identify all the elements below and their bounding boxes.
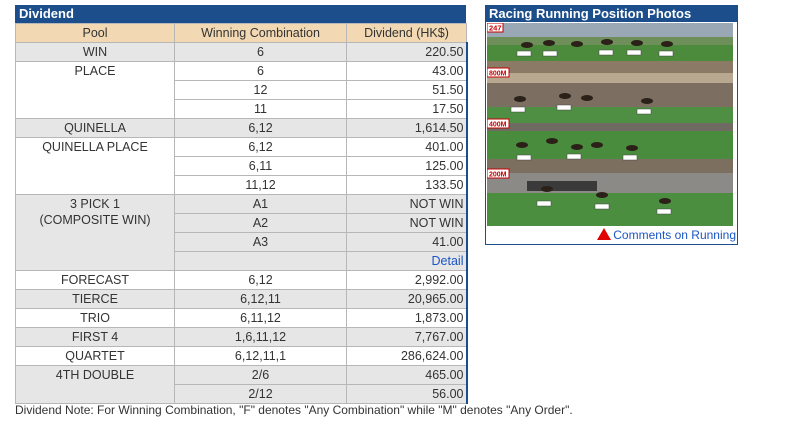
dividend-amount: 2,992.00 [346,270,468,290]
combination: 6,12 [174,137,347,157]
dividend-amount: 41.00 [346,232,468,252]
table-row: QUINELLA 6,12 1,614.50 [15,118,468,138]
marker-200m: 200M [489,172,507,179]
table-row: 6,11 125.00 [16,156,468,176]
combination: A3 [174,232,347,252]
combination: 11,12 [174,175,347,195]
combination: 12 [174,80,347,100]
combination: 1,6,11,12 [174,327,347,347]
table-row: A2 NOT WIN [16,213,468,233]
table-row: 11 17.50 [16,99,468,119]
combination: 11 [174,99,347,119]
pool-quartet: QUARTET [15,346,175,366]
table-row: 3 PICK 1 (COMPOSITE WIN) A1 NOT WIN [15,194,468,271]
table-row: WIN 6 220.50 [15,42,468,62]
dividend-amount: NOT WIN [346,213,468,233]
table-row: FORECAST 6,12 2,992.00 [15,270,468,290]
comments-label: Comments on Running [613,228,736,242]
table-row: FIRST 4 1,6,11,12 7,767.00 [15,327,468,347]
dividend-amount: 286,624.00 [346,346,468,366]
running-position-photo[interactable]: 247 800M 400M 200M [487,23,733,226]
combination: 6,12,11,1 [174,346,347,366]
table-row: A3 41.00 [16,232,468,252]
dividend-amount: 125.00 [346,156,468,176]
table-row: 12 51.50 [16,80,468,100]
table-header-row: Pool Winning Combination Dividend (HK$) [15,23,467,43]
dividend-note: Dividend Note: For Winning Combination, … [15,403,573,417]
dividend-amount: 51.50 [346,80,468,100]
dividend-amount: 43.00 [346,61,468,81]
dividend-table: Pool Winning Combination Dividend (HK$) … [15,23,468,404]
pool-3pick1: 3 PICK 1 (COMPOSITE WIN) [15,194,175,271]
triangle-up-icon [597,228,612,240]
table-row: QUINELLA PLACE 6,12 401.00 [15,137,468,195]
detail-link[interactable]: Detail [431,254,464,268]
table-row: PLACE 6 43.00 [15,61,468,119]
header-pool: Pool [15,23,175,43]
header-combination: Winning Combination [174,23,347,43]
pool-quinella-place: QUINELLA PLACE [15,137,175,195]
pool-tierce: TIERCE [15,289,175,309]
comments-on-running-link[interactable]: Comments on Running [597,228,736,242]
combination: 6,12,11 [174,289,347,309]
dividend-amount: 220.50 [346,42,468,62]
combination: A2 [174,213,347,233]
dividend-amount: 401.00 [346,137,468,157]
detail-cell: Detail [346,251,468,271]
dividend-amount: 133.50 [346,175,468,195]
table-row: TRIO 6,11,12 1,873.00 [15,308,468,328]
pool-place: PLACE [15,61,175,119]
pool-4th-double: 4TH DOUBLE [15,365,175,404]
combination: 6,12 [174,270,347,290]
table-row: 4TH DOUBLE 2/6 465.00 [15,365,468,404]
combination: 6,11 [174,156,347,176]
dividend-panel: Dividend Pool Winning Combination Divide… [15,5,468,404]
marker-247: 247 [489,24,502,33]
pool-win: WIN [15,42,175,62]
dividend-amount: 56.00 [346,384,468,404]
dividend-title: Dividend [15,5,466,23]
marker-800m: 800M [489,71,507,78]
pool-3pick1-line2: (COMPOSITE WIN) [39,213,151,227]
dividend-amount: 20,965.00 [346,289,468,309]
dividend-amount: 465.00 [346,365,468,385]
empty-cell [174,251,347,271]
pool-3pick1-line1: 3 PICK 1 [69,197,121,211]
photos-title: Racing Running Position Photos [486,6,737,22]
combination: 6 [174,61,347,81]
dividend-amount: 1,614.50 [346,118,468,138]
dividend-amount: NOT WIN [346,194,468,214]
table-row: 2/12 56.00 [16,384,468,404]
table-row: TIERCE 6,12,11 20,965.00 [15,289,468,309]
pool-quinella: QUINELLA [15,118,175,138]
pool-forecast: FORECAST [15,270,175,290]
pool-first4: FIRST 4 [15,327,175,347]
running-position-photos-panel: Racing Running Position Photos [485,5,738,245]
pool-trio: TRIO [15,308,175,328]
dividend-amount: 7,767.00 [346,327,468,347]
table-row: QUARTET 6,12,11,1 286,624.00 [15,346,468,366]
table-row: Detail [16,251,468,271]
dividend-amount: 17.50 [346,99,468,119]
combination: 6,11,12 [174,308,347,328]
combination: 2/12 [174,384,347,404]
combination: 6 [174,42,347,62]
combination: 2/6 [174,365,347,385]
dividend-amount: 1,873.00 [346,308,468,328]
header-dividend: Dividend (HK$) [346,23,467,43]
combination: A1 [174,194,347,214]
marker-400m: 400M [489,122,507,129]
combination: 6,12 [174,118,347,138]
